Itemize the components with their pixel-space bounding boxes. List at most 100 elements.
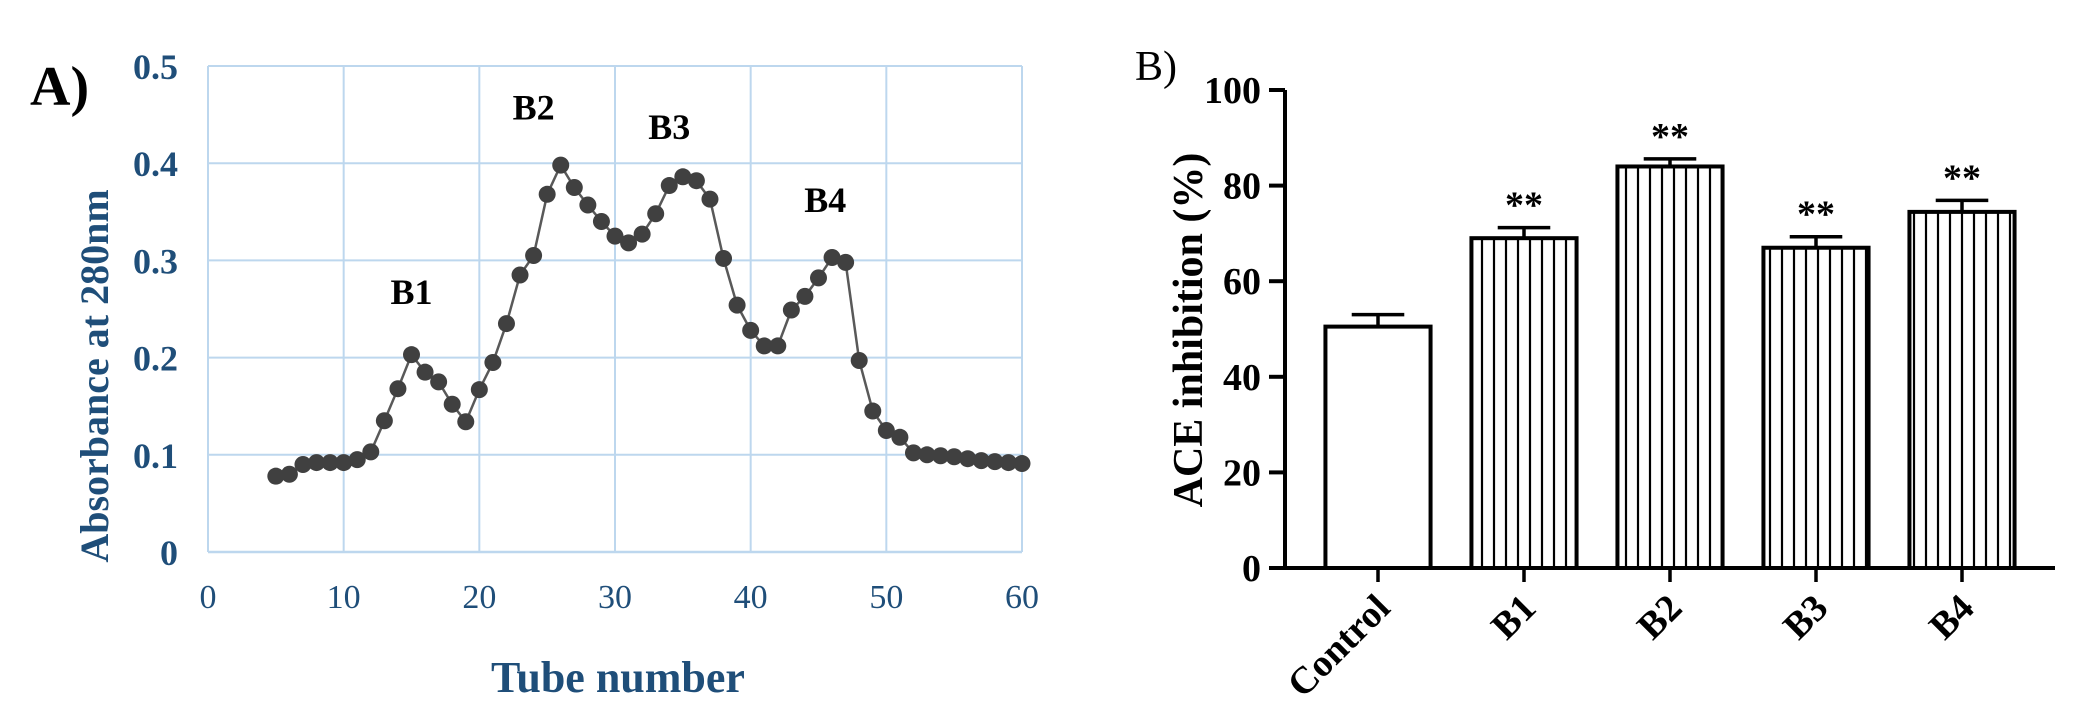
data-point: [972, 452, 990, 470]
y-tick-label: 0.5: [133, 47, 178, 87]
x-tick-label: 30: [598, 579, 632, 616]
data-point: [837, 253, 855, 271]
data-point: [267, 467, 285, 485]
data-point: [877, 422, 895, 439]
panel-b-bars: [1323, 157, 2017, 571]
data-point: [430, 373, 448, 391]
data-point: [389, 380, 407, 398]
data-point: [375, 412, 393, 430]
data-point: [592, 213, 610, 231]
data-point: [755, 337, 773, 355]
data-point: [660, 177, 678, 195]
panel-a-line-chart: A) 0 0.1 0.2 0.3 0.4 0.5 0 10 20 30 40 50 60 B1 B2 B3…: [30, 47, 1039, 702]
data-point: [945, 448, 963, 466]
y-tick-label: 80: [1223, 166, 1261, 208]
data-point: [565, 179, 583, 196]
data-point: [999, 454, 1017, 472]
data-point: [932, 447, 950, 465]
x-tick-label: 20: [462, 579, 496, 616]
data-point: [810, 269, 827, 287]
data-point: [891, 428, 909, 446]
data-point: [728, 296, 746, 314]
bar: [1615, 164, 1725, 570]
data-point: [687, 172, 705, 190]
bar: [1907, 209, 2017, 570]
panel-b-y-axis-label: ACE inhibition (%): [1166, 153, 1212, 508]
data-point: [321, 454, 339, 472]
data-point: [362, 443, 380, 461]
panel-b-significance-labels: ** ** ** **: [1505, 116, 1981, 236]
panel-a-peak-labels: B1 B2 B3 B4: [390, 87, 846, 312]
category-label: Control: [1280, 587, 1399, 706]
significance-marker: **: [1505, 185, 1543, 227]
category-label: B1: [1483, 587, 1544, 648]
y-tick-label: 0.1: [133, 436, 178, 476]
y-tick-label: 0.4: [133, 144, 178, 184]
data-point: [674, 168, 692, 186]
panel-a-axes: [207, 66, 1022, 554]
panel-a-x-tick-labels: 0 10 20 30 40 50 60: [200, 579, 1040, 616]
data-point: [904, 444, 922, 462]
data-point: [294, 456, 312, 474]
data-point: [918, 446, 936, 464]
peak-label: B3: [648, 107, 690, 147]
data-point: [552, 156, 570, 174]
data-point: [986, 453, 1004, 471]
data-point: [782, 301, 800, 319]
data-point: [416, 363, 434, 381]
data-point: [457, 413, 475, 431]
data-point: [701, 190, 719, 208]
y-tick-label: 40: [1223, 357, 1261, 399]
significance-marker: **: [1797, 194, 1835, 236]
peak-label: B2: [513, 87, 555, 127]
data-point: [403, 346, 420, 364]
category-label: B3: [1775, 587, 1836, 648]
data-point: [335, 454, 353, 472]
data-point: [497, 315, 515, 333]
data-point: [850, 352, 868, 370]
x-tick-label: 40: [734, 579, 768, 616]
data-point: [579, 196, 597, 214]
data-point: [511, 266, 529, 284]
bar: [1469, 236, 1579, 570]
data-point: [606, 227, 624, 245]
panel-b-label: B): [1135, 44, 1177, 90]
data-point: [538, 185, 556, 203]
panel-a-y-axis-label: Absorbance at 280nm: [72, 189, 117, 562]
panel-a-data-points: [267, 156, 1031, 485]
panel-a-label: A): [30, 56, 89, 118]
data-point: [633, 225, 651, 243]
panel-b-y-tick-labels: 0 20 40 60 80 100: [1204, 70, 1285, 590]
data-point: [864, 402, 882, 420]
peak-label: B4: [804, 180, 846, 220]
bar: [1323, 324, 1433, 570]
data-point: [308, 454, 326, 472]
y-tick-label: 60: [1223, 261, 1261, 303]
x-tick-label: 60: [1005, 579, 1039, 616]
data-point: [769, 337, 787, 355]
data-point: [525, 247, 543, 265]
data-point: [647, 205, 665, 223]
y-tick-label: 0: [160, 533, 178, 573]
panel-a-gridlines: [208, 65, 1023, 552]
data-point: [280, 465, 298, 483]
peak-label: B1: [390, 272, 432, 312]
y-tick-label: 0.2: [133, 339, 178, 379]
panel-a-y-tick-labels: 0 0.1 0.2 0.3 0.4 0.5: [133, 47, 178, 573]
x-tick-label: 0: [200, 579, 217, 616]
category-label: B4: [1921, 587, 1982, 648]
category-label: B2: [1629, 587, 1690, 648]
significance-marker: **: [1651, 116, 1689, 158]
data-point: [1013, 455, 1031, 473]
y-tick-label: 20: [1223, 452, 1261, 494]
y-tick-label: 0.3: [133, 241, 178, 281]
x-tick-label: 50: [869, 579, 903, 616]
data-point: [959, 450, 977, 468]
data-point: [715, 249, 733, 267]
x-tick-label: 10: [327, 579, 361, 616]
data-point: [796, 287, 814, 305]
data-point: [484, 353, 502, 371]
data-point: [742, 321, 760, 339]
